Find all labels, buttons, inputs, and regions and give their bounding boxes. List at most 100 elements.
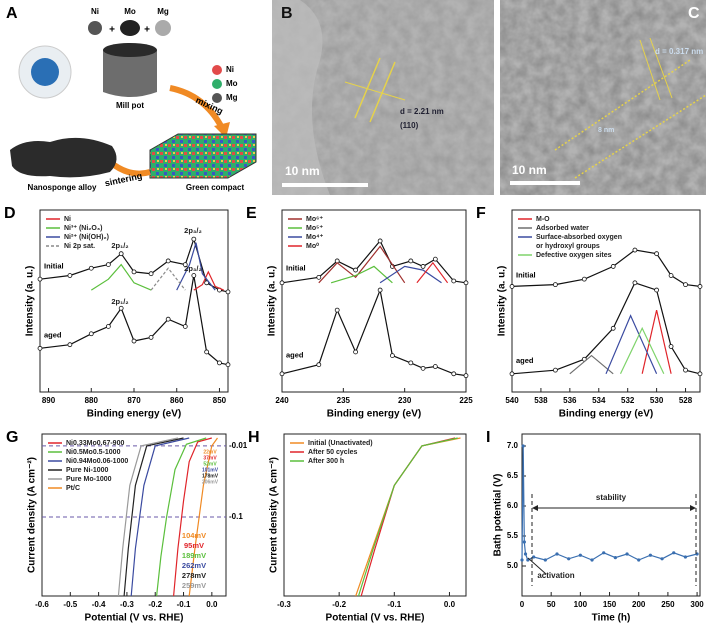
panel-letter: A [6,5,18,22]
label: Mg [226,93,238,102]
label: Mill pot [116,101,144,110]
data-point [602,551,606,555]
label: Mo [124,7,136,16]
data-point [420,365,426,371]
x-tick-label: 300 [690,600,704,609]
plot-frame [281,209,467,393]
fringe-line [554,59,691,151]
data-point [552,367,558,373]
data-point [182,262,188,268]
data-point [637,558,641,562]
data-point [463,373,469,379]
fringe-line [649,37,673,99]
data-point [204,280,210,286]
fringe-line [369,61,396,123]
data-point [191,236,197,242]
x-tick-label: -0.3 [120,600,134,609]
data-point [191,273,197,278]
label: 8 nm [598,127,614,134]
mg-ball [155,20,171,36]
data-point [543,558,547,562]
data-point [37,345,43,351]
panel-letter: E [246,205,257,222]
chart: F 540 538 536 534 532 530 528 Binding energy (eV… [476,205,703,420]
series-line [619,326,665,375]
data-point [532,555,536,559]
data-point [567,557,571,561]
data-point [668,344,674,349]
series-line [379,265,442,284]
data-point [590,558,594,562]
annotation: activation [537,571,574,580]
data-point [613,556,617,560]
x-tick-label: 0.0 [444,600,456,609]
y-axis-label: Intensity (a. u.) [497,266,508,337]
arrow [108,159,151,177]
x-tick-label: -0.5 [63,600,77,609]
panel-letter: F [476,205,486,222]
panel-letter: G [6,429,18,446]
series-line [569,354,614,375]
annotation: 178mV [202,473,219,479]
series-line [357,437,458,597]
data-point [672,551,676,555]
series-line [188,437,218,597]
x-tick-label: 150 [603,600,617,609]
x-tick-label: 532 [621,396,635,405]
panel-letter: B [281,5,293,22]
legend-label: Mo⁰ [306,242,319,250]
ni-ball [88,21,102,35]
series-line [355,437,461,597]
label: Green compact [186,183,245,192]
chart: E 240 235 230 225 Binding energy (eV) Intensit… [246,205,473,419]
mill-pot-top [103,43,157,57]
data-point [610,264,616,269]
series-line [360,437,456,597]
panel-b: B d = 2.21 nm (110) 10 nm [272,0,494,195]
annotation: 259mV [182,581,206,590]
data-point [389,353,395,359]
reference-label: -0.01 [229,441,248,450]
plot-frame [283,433,467,597]
x-tick-label: 534 [592,396,606,405]
data-point [420,264,426,269]
y-tick-label: 6.5 [507,471,519,480]
series-line [176,242,216,291]
data-point [522,540,526,544]
data-point [182,324,188,329]
data-point [520,558,524,562]
annotation: 206mV [202,479,219,485]
data-point [432,256,438,262]
legend-label: Pure Ni-1000 [66,467,109,474]
data-point [131,269,137,275]
legend-label: Ni 2p sat. [64,243,95,250]
series-line [156,437,207,597]
x-tick-label: 225 [459,396,473,405]
chart: I 0 50 100 150 200 250 300 5.0 5.5 6.0 6.5 7.0 Time (… [486,429,704,623]
annotation: 2p₃/₂ [184,226,202,235]
series-line [173,437,212,597]
x-tick-label: 536 [563,396,577,405]
x-axis-label: Binding energy (eV) [327,409,421,420]
data-point [552,282,558,288]
data-point [509,284,515,289]
x-tick-label: -0.1 [177,600,191,609]
x-tick-label: 528 [679,396,693,405]
data-point [316,362,322,368]
arrow [344,81,406,101]
data-point [654,287,660,293]
label: Ni [91,7,99,16]
x-tick-label: -0.3 [277,600,291,609]
y-axis-label: Intensity (a. u.) [267,266,278,337]
x-axis-label: Time (h) [592,613,631,624]
x-tick-label: -0.4 [92,600,106,609]
data-point [377,287,383,293]
scale-bar [510,181,580,185]
plus: + [109,25,115,36]
envelope-line [511,282,701,375]
panel-letter: I [486,429,490,446]
legend-label: Ni [64,216,71,223]
legend-label: Adsorbed water [536,225,589,232]
x-axis-label: Binding energy (eV) [559,409,653,420]
envelope-line [281,287,467,377]
